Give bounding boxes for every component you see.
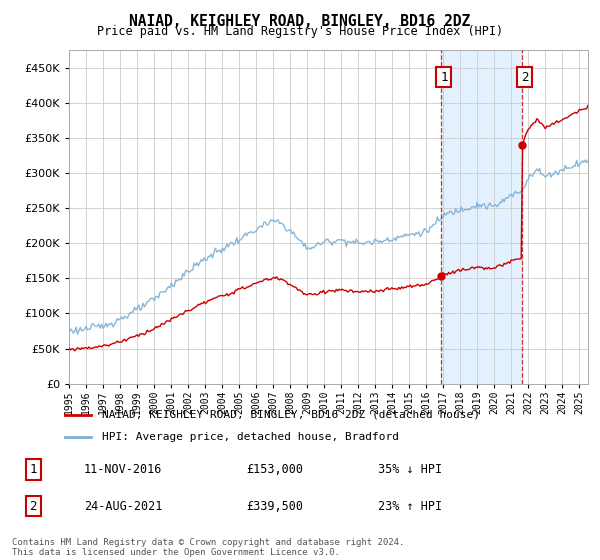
Text: NAIAD, KEIGHLEY ROAD, BINGLEY, BD16 2DZ (detached house): NAIAD, KEIGHLEY ROAD, BINGLEY, BD16 2DZ … — [101, 409, 479, 419]
Text: 11-NOV-2016: 11-NOV-2016 — [84, 463, 163, 476]
Text: NAIAD, KEIGHLEY ROAD, BINGLEY, BD16 2DZ: NAIAD, KEIGHLEY ROAD, BINGLEY, BD16 2DZ — [130, 14, 470, 29]
Text: £339,500: £339,500 — [246, 500, 303, 512]
Text: 35% ↓ HPI: 35% ↓ HPI — [378, 463, 442, 476]
Text: 1: 1 — [440, 71, 448, 83]
Text: HPI: Average price, detached house, Bradford: HPI: Average price, detached house, Brad… — [101, 432, 398, 442]
Bar — [441, 50, 522, 384]
Text: 2: 2 — [29, 500, 37, 512]
Text: Contains HM Land Registry data © Crown copyright and database right 2024.
This d: Contains HM Land Registry data © Crown c… — [12, 538, 404, 557]
Text: 1: 1 — [29, 463, 37, 476]
Text: 23% ↑ HPI: 23% ↑ HPI — [378, 500, 442, 512]
Text: 24-AUG-2021: 24-AUG-2021 — [84, 500, 163, 512]
Text: 2: 2 — [521, 71, 529, 83]
Text: Price paid vs. HM Land Registry's House Price Index (HPI): Price paid vs. HM Land Registry's House … — [97, 25, 503, 38]
Text: £153,000: £153,000 — [246, 463, 303, 476]
